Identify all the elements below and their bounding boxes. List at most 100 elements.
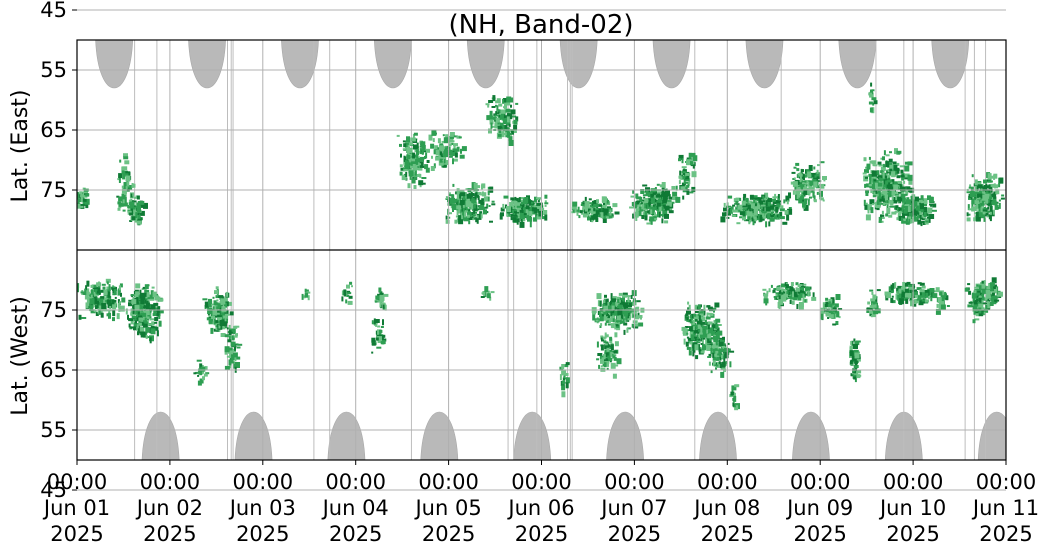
activity-cell xyxy=(375,337,379,341)
activity-cell xyxy=(371,337,376,343)
plot-area xyxy=(76,9,1007,491)
activity-cell xyxy=(216,299,219,302)
activity-cell xyxy=(448,138,454,143)
activity-cell xyxy=(605,352,609,358)
activity-cell xyxy=(635,215,638,221)
activity-cell xyxy=(561,364,565,369)
activity-cell xyxy=(474,197,477,200)
activity-cell xyxy=(117,207,121,211)
activity-cell xyxy=(886,208,891,214)
activity-cell xyxy=(492,95,496,102)
activity-cell xyxy=(733,395,737,402)
activity-cell xyxy=(459,194,464,199)
activity-cell xyxy=(810,187,814,191)
activity-cell xyxy=(528,207,534,212)
activity-cell xyxy=(481,292,484,295)
activity-cell xyxy=(523,213,527,216)
activity-cell xyxy=(495,100,498,104)
activity-cell xyxy=(736,222,741,225)
activity-cell xyxy=(145,326,150,333)
activity-cell xyxy=(923,212,927,217)
activity-cell xyxy=(714,332,717,335)
activity-cell xyxy=(626,308,632,310)
activity-cell xyxy=(486,211,489,214)
activity-cell xyxy=(891,295,894,298)
activity-cell xyxy=(635,300,641,303)
activity-cell xyxy=(783,199,786,204)
activity-cell xyxy=(421,148,424,155)
activity-cell xyxy=(448,216,451,219)
activity-cell xyxy=(610,344,614,351)
activity-cell xyxy=(617,309,623,316)
activity-cell xyxy=(908,284,913,290)
activity-cell xyxy=(896,217,901,221)
activity-cell xyxy=(921,206,927,210)
activity-cell xyxy=(409,153,412,157)
activity-cell xyxy=(982,302,988,305)
activity-cell xyxy=(992,287,998,294)
activity-cell xyxy=(656,202,661,207)
activity-cell xyxy=(662,204,666,209)
activity-cell xyxy=(106,281,109,285)
activity-cell xyxy=(210,327,214,334)
activity-cell xyxy=(538,210,543,217)
activity-cell xyxy=(403,162,406,166)
activity-cell xyxy=(132,316,136,320)
activity-cell xyxy=(657,211,659,218)
activity-cell xyxy=(86,280,90,287)
activity-cell xyxy=(377,329,379,335)
activity-cell xyxy=(877,182,883,187)
activity-cell xyxy=(203,373,208,377)
activity-cell xyxy=(632,213,636,219)
activity-cell xyxy=(137,214,141,219)
x-tick-date: Jun 02 xyxy=(135,496,203,520)
activity-cell xyxy=(721,355,723,359)
activity-cell xyxy=(723,354,729,359)
activity-cell xyxy=(609,336,613,341)
activity-cell xyxy=(917,214,920,219)
activity-cell xyxy=(461,203,465,210)
activity-cell xyxy=(426,160,430,163)
activity-cell xyxy=(716,327,720,333)
activity-cell xyxy=(990,282,995,287)
activity-cell xyxy=(687,337,691,341)
activity-cell xyxy=(627,318,631,321)
activity-cell xyxy=(232,328,236,335)
activity-cell xyxy=(499,112,501,115)
activity-cell xyxy=(983,209,987,212)
activity-cell xyxy=(101,303,107,309)
activity-cell xyxy=(739,198,742,201)
activity-cell xyxy=(925,292,929,298)
activity-cell xyxy=(619,297,625,300)
activity-cell xyxy=(604,344,610,350)
activity-cell xyxy=(793,296,799,299)
activity-cell xyxy=(736,209,739,213)
activity-cell xyxy=(485,103,490,106)
activity-cell xyxy=(796,304,799,309)
activity-cell xyxy=(411,178,416,184)
activity-cell xyxy=(692,155,698,162)
activity-cell xyxy=(807,171,812,178)
activity-cell xyxy=(414,170,417,176)
activity-cell xyxy=(430,143,435,149)
activity-cell xyxy=(646,222,652,225)
activity-cell xyxy=(465,208,469,211)
activity-cell xyxy=(136,324,139,329)
activity-cell xyxy=(501,109,506,116)
activity-cell xyxy=(412,133,415,138)
activity-cell xyxy=(347,292,352,295)
activity-cell xyxy=(804,174,807,178)
activity-cell xyxy=(430,166,435,171)
activity-cell xyxy=(819,161,825,164)
activity-cell xyxy=(986,292,989,299)
activity-cell xyxy=(713,328,717,331)
activity-cell xyxy=(876,199,880,205)
activity-cell xyxy=(694,304,698,310)
activity-cell xyxy=(454,152,458,158)
activity-cell xyxy=(650,218,653,225)
activity-cell xyxy=(904,288,909,293)
activity-cell xyxy=(650,197,655,204)
activity-cell xyxy=(631,323,635,328)
activity-cell xyxy=(118,285,121,291)
activity-cell xyxy=(221,310,227,313)
